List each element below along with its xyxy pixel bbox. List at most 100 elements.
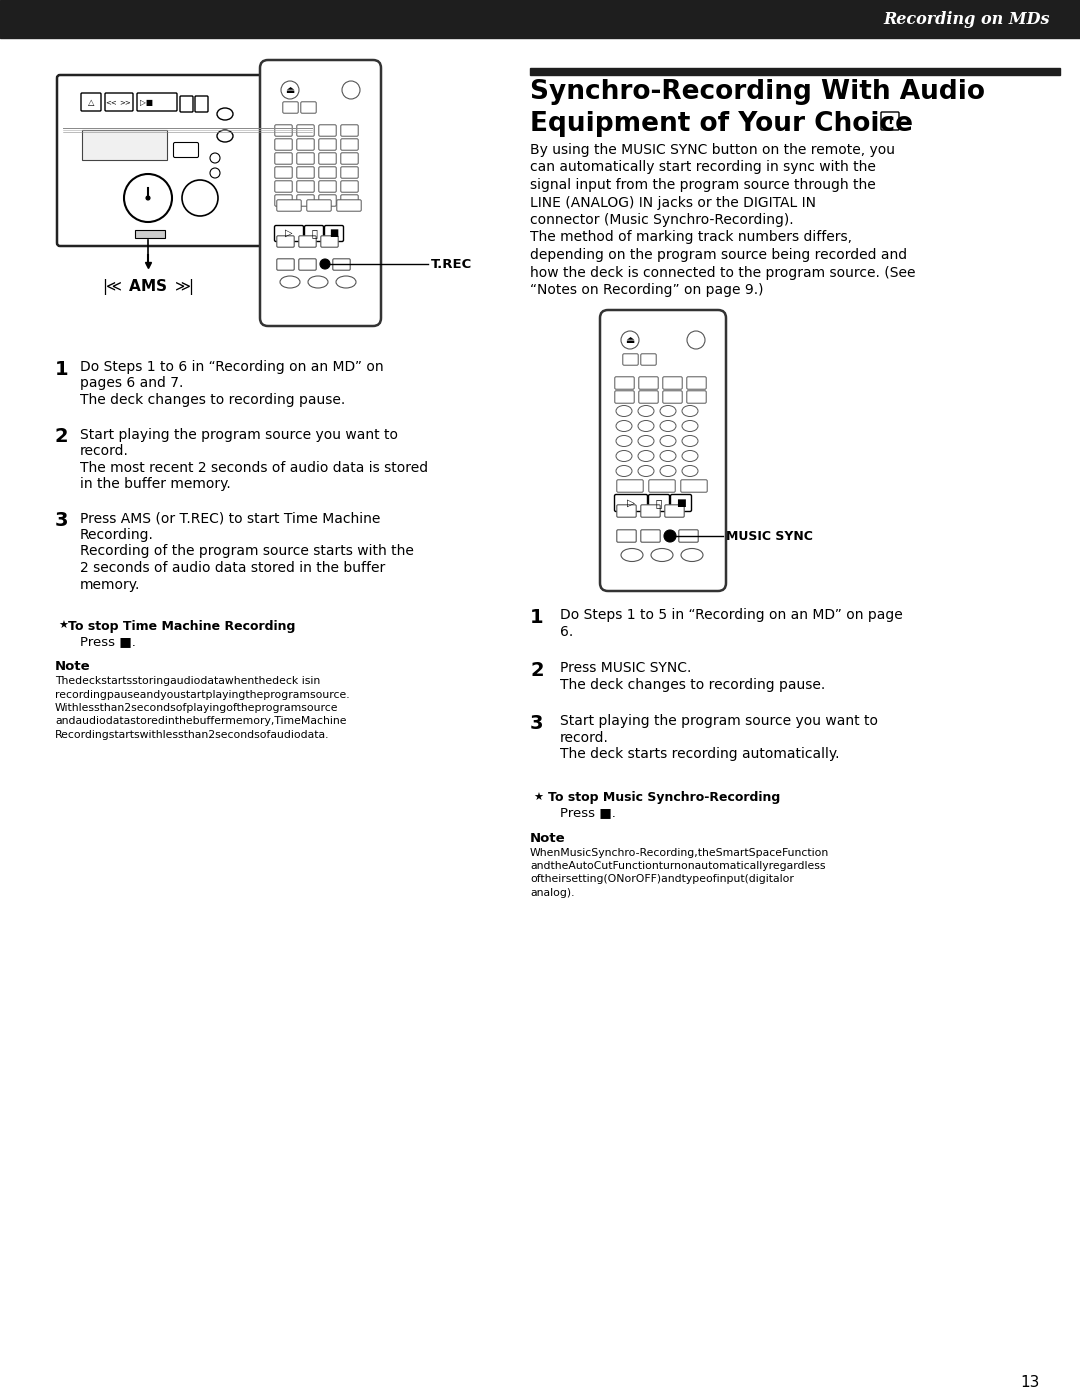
FancyBboxPatch shape: [180, 96, 193, 112]
FancyBboxPatch shape: [337, 200, 361, 211]
Text: By using the MUSIC SYNC button on the remote, you: By using the MUSIC SYNC button on the re…: [530, 142, 895, 156]
Bar: [135, 231, 165, 237]
Text: i: i: [888, 116, 892, 126]
Ellipse shape: [217, 130, 233, 142]
Text: Withlessthan2secondsofplayingoftheprogramsource: Withlessthan2secondsofplayingoftheprogra…: [55, 703, 338, 712]
FancyBboxPatch shape: [274, 225, 303, 242]
Text: depending on the program source being recorded and: depending on the program source being re…: [530, 249, 907, 263]
FancyBboxPatch shape: [640, 504, 660, 517]
Circle shape: [124, 175, 172, 222]
FancyBboxPatch shape: [679, 529, 698, 542]
Ellipse shape: [616, 420, 632, 432]
Text: ⏸: ⏸: [311, 228, 316, 237]
Text: >>: >>: [119, 99, 131, 105]
FancyBboxPatch shape: [319, 124, 336, 136]
Text: ⏸: ⏸: [656, 497, 662, 509]
Ellipse shape: [660, 405, 676, 416]
Text: 2: 2: [530, 661, 543, 680]
Text: ★: ★: [58, 622, 68, 631]
Text: To stop Music Synchro-Recording: To stop Music Synchro-Recording: [548, 792, 780, 805]
Text: Recording of the program source starts with the: Recording of the program source starts w…: [80, 545, 414, 559]
FancyBboxPatch shape: [617, 479, 644, 492]
FancyBboxPatch shape: [615, 391, 634, 404]
Ellipse shape: [681, 450, 698, 461]
Text: LINE (ANALOG) IN jacks or the DIGITAL IN: LINE (ANALOG) IN jacks or the DIGITAL IN: [530, 196, 816, 210]
FancyBboxPatch shape: [57, 75, 318, 246]
FancyBboxPatch shape: [105, 94, 133, 110]
Text: recordingpauseandyoustartplayingtheprogramsource.: recordingpauseandyoustartplayingtheprogr…: [55, 690, 350, 700]
FancyBboxPatch shape: [274, 124, 293, 136]
FancyBboxPatch shape: [341, 138, 359, 151]
Text: 3: 3: [55, 511, 68, 531]
Ellipse shape: [638, 436, 654, 447]
FancyBboxPatch shape: [321, 236, 338, 247]
FancyBboxPatch shape: [137, 94, 177, 110]
Ellipse shape: [681, 549, 703, 562]
Ellipse shape: [681, 405, 698, 416]
Text: can automatically start recording in sync with the: can automatically start recording in syn…: [530, 161, 876, 175]
Text: The most recent 2 seconds of audio data is stored: The most recent 2 seconds of audio data …: [80, 461, 428, 475]
Ellipse shape: [638, 465, 654, 476]
FancyBboxPatch shape: [274, 194, 293, 207]
Text: Start playing the program source you want to: Start playing the program source you wan…: [561, 714, 878, 728]
Ellipse shape: [681, 420, 698, 432]
FancyBboxPatch shape: [274, 152, 293, 165]
Ellipse shape: [217, 108, 233, 120]
Text: ▷: ▷: [285, 228, 293, 237]
Text: 6.: 6.: [561, 624, 573, 638]
Text: record.: record.: [80, 444, 129, 458]
FancyBboxPatch shape: [297, 152, 314, 165]
Ellipse shape: [280, 277, 300, 288]
Ellipse shape: [616, 436, 632, 447]
Ellipse shape: [660, 465, 676, 476]
Text: The method of marking track numbers differs,: The method of marking track numbers diff…: [530, 231, 852, 244]
FancyBboxPatch shape: [297, 138, 314, 151]
FancyBboxPatch shape: [297, 180, 314, 193]
Ellipse shape: [660, 420, 676, 432]
Ellipse shape: [616, 465, 632, 476]
Text: Recordingstartswithlessthan2secondsofaudiodata.: Recordingstartswithlessthan2secondsofaud…: [55, 731, 329, 740]
FancyBboxPatch shape: [640, 529, 660, 542]
Text: Thedeckstartsstoringaudiodatawhenthedeck isin: Thedeckstartsstoringaudiodatawhenthedeck…: [55, 676, 321, 686]
FancyBboxPatch shape: [319, 166, 336, 179]
FancyBboxPatch shape: [341, 124, 359, 136]
Text: Start playing the program source you want to: Start playing the program source you wan…: [80, 427, 399, 441]
Text: Recording on MDs: Recording on MDs: [883, 11, 1050, 28]
Circle shape: [320, 258, 330, 270]
Circle shape: [664, 529, 676, 542]
Ellipse shape: [638, 405, 654, 416]
Text: Do Steps 1 to 5 in “Recording on an MD” on page: Do Steps 1 to 5 in “Recording on an MD” …: [561, 608, 903, 622]
Text: The deck changes to recording pause.: The deck changes to recording pause.: [80, 393, 346, 407]
Circle shape: [146, 196, 150, 200]
Text: $|\!\!{\mathsf{\ll}}$ $\mathbf{AMS}$ ${\mathsf{\gg}}\!\!|$: $|\!\!{\mathsf{\ll}}$ $\mathbf{AMS}$ ${\…: [103, 277, 194, 298]
Text: ⏏: ⏏: [285, 85, 295, 95]
Text: 2 seconds of audio data stored in the buffer: 2 seconds of audio data stored in the bu…: [80, 562, 386, 576]
FancyBboxPatch shape: [297, 124, 314, 136]
Text: Do Steps 1 to 6 in “Recording on an MD” on: Do Steps 1 to 6 in “Recording on an MD” …: [80, 360, 383, 374]
Text: 1: 1: [530, 608, 543, 627]
FancyBboxPatch shape: [663, 377, 683, 390]
Text: signal input from the program source through the: signal input from the program source thr…: [530, 177, 876, 191]
Text: The deck starts recording automatically.: The deck starts recording automatically.: [561, 747, 839, 761]
FancyBboxPatch shape: [324, 225, 343, 242]
FancyBboxPatch shape: [174, 142, 199, 158]
FancyBboxPatch shape: [638, 391, 658, 404]
Ellipse shape: [681, 436, 698, 447]
Text: ■: ■: [329, 228, 339, 237]
Text: T.REC: T.REC: [431, 257, 472, 271]
Text: how the deck is connected to the program source. (See: how the deck is connected to the program…: [530, 265, 916, 279]
Text: 2: 2: [55, 427, 69, 447]
Ellipse shape: [638, 450, 654, 461]
Text: Press ■.: Press ■.: [561, 806, 616, 820]
FancyBboxPatch shape: [623, 353, 638, 365]
Ellipse shape: [336, 277, 356, 288]
Text: Press ■.: Press ■.: [80, 636, 136, 648]
FancyBboxPatch shape: [687, 377, 706, 390]
Text: MUSIC SYNC: MUSIC SYNC: [726, 529, 813, 542]
FancyBboxPatch shape: [299, 258, 316, 270]
Text: ★: ★: [534, 792, 543, 802]
FancyBboxPatch shape: [341, 152, 359, 165]
Bar: [530, 68, 1059, 75]
Text: △: △: [87, 98, 94, 106]
Text: andaudiodatastoredinthebuffermemory,TimeMachine: andaudiodatastoredinthebuffermemory,Time…: [55, 717, 347, 726]
